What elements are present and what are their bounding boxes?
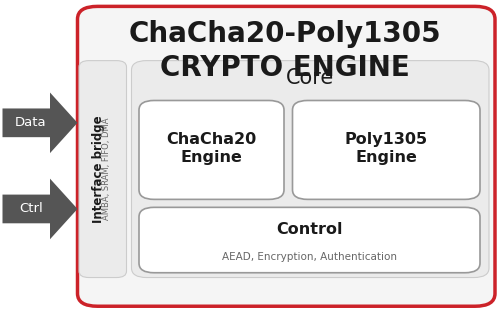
Text: AEAD, Encryption, Authentication: AEAD, Encryption, Authentication: [222, 252, 397, 262]
Polygon shape: [2, 179, 78, 239]
Polygon shape: [2, 93, 78, 153]
Text: Interface bridge: Interface bridge: [92, 115, 105, 223]
Text: ChaCha20
Engine: ChaCha20 Engine: [166, 132, 256, 165]
Text: Core: Core: [286, 68, 334, 88]
FancyBboxPatch shape: [132, 61, 489, 278]
FancyBboxPatch shape: [292, 100, 480, 199]
FancyBboxPatch shape: [78, 6, 495, 306]
FancyBboxPatch shape: [139, 207, 480, 273]
Text: ChaCha20-Poly1305
CRYPTO ENGINE: ChaCha20-Poly1305 CRYPTO ENGINE: [128, 20, 442, 82]
FancyBboxPatch shape: [139, 100, 284, 199]
Text: Poly1305
Engine: Poly1305 Engine: [344, 132, 428, 165]
Text: AMBA, SRAM, FIFO, DMA: AMBA, SRAM, FIFO, DMA: [102, 118, 110, 220]
Text: Data: Data: [15, 116, 47, 129]
Text: Control: Control: [276, 221, 343, 237]
FancyBboxPatch shape: [79, 61, 126, 278]
Text: Ctrl: Ctrl: [19, 203, 43, 215]
